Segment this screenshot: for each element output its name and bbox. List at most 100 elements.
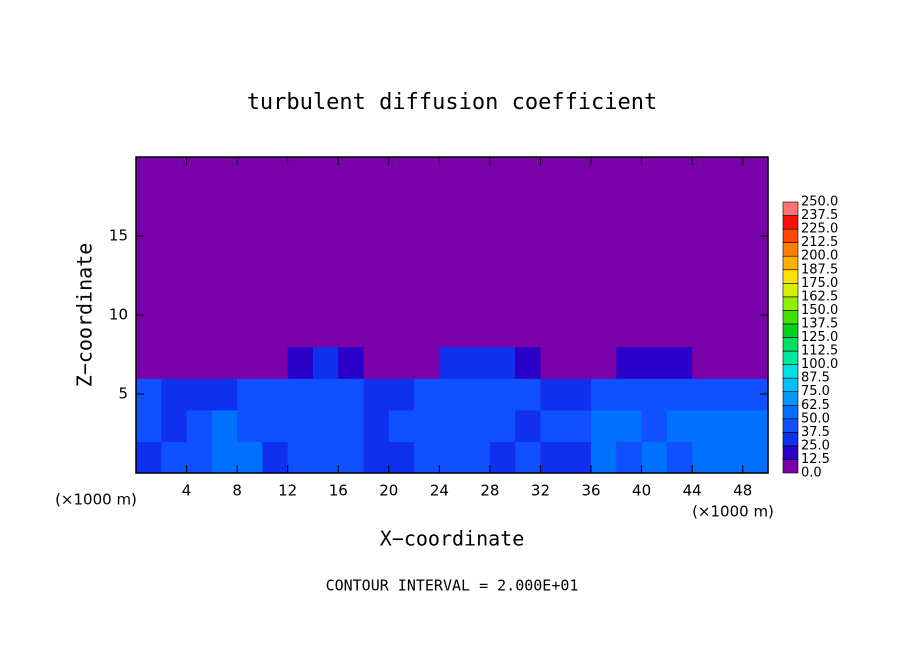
footnote: CONTOUR INTERVAL = 2.000E+01 — [326, 577, 579, 595]
field-cell — [312, 346, 339, 379]
field-cell — [439, 188, 466, 221]
field-cell — [287, 283, 314, 316]
colorbar-label: 0.0 — [801, 466, 822, 481]
field-cell — [363, 251, 390, 284]
colorbar-swatch — [782, 445, 799, 460]
field-cell — [287, 346, 314, 379]
field-cell — [717, 346, 744, 379]
x-tick-label: 4 — [182, 482, 192, 500]
field-cell — [338, 378, 365, 411]
field-cell — [388, 346, 415, 379]
field-cell — [262, 315, 289, 348]
field-cell — [464, 315, 491, 348]
field-cell — [338, 251, 365, 284]
field-cell — [641, 188, 668, 221]
field-cell — [363, 441, 390, 474]
field-cell — [515, 188, 542, 221]
field-cell — [565, 409, 592, 442]
field-cell — [641, 251, 668, 284]
field-cell — [692, 283, 719, 316]
field-cell — [464, 409, 491, 442]
field-cell — [641, 283, 668, 316]
field-cell — [616, 378, 643, 411]
field-cell — [439, 220, 466, 253]
field-cell — [489, 157, 516, 190]
field-cell — [464, 157, 491, 190]
field-cell — [363, 315, 390, 348]
field-cell — [666, 378, 693, 411]
field-cell — [161, 378, 188, 411]
colorbar-label: 162.5 — [801, 289, 838, 304]
field-cell — [338, 157, 365, 190]
field-cell — [742, 346, 769, 379]
field-cell — [439, 346, 466, 379]
colorbar-label: 125.0 — [801, 330, 838, 345]
field-cell — [211, 441, 238, 474]
colorbar-label: 150.0 — [801, 303, 838, 318]
field-cell — [287, 409, 314, 442]
colorbar-swatch — [782, 323, 799, 338]
field-cell — [515, 157, 542, 190]
colorbar-swatch — [782, 432, 799, 447]
field-cell — [489, 378, 516, 411]
field-cell — [616, 441, 643, 474]
field-cell — [641, 441, 668, 474]
field-cell — [262, 409, 289, 442]
colorbar-swatch — [782, 310, 799, 325]
colorbar-swatch — [782, 364, 799, 379]
field-cell — [161, 188, 188, 221]
field-cell — [161, 441, 188, 474]
colorbar-label: 25.0 — [801, 438, 830, 453]
field-cell — [489, 220, 516, 253]
field-cell — [414, 346, 440, 379]
field-cell — [312, 188, 339, 221]
field-cell — [388, 315, 415, 348]
field-cell — [338, 188, 365, 221]
field-cell — [666, 441, 693, 474]
field-cell — [237, 346, 263, 379]
field-cell — [161, 409, 188, 442]
x-tick-label: 48 — [733, 482, 752, 500]
field-cell — [414, 188, 440, 221]
field-cell — [363, 188, 390, 221]
colorbar-swatch — [782, 296, 799, 311]
field-cell — [211, 315, 238, 348]
field-cell — [489, 409, 516, 442]
field-cell — [312, 157, 339, 190]
field-cell — [742, 315, 769, 348]
field-cell — [742, 188, 769, 221]
field-cell — [237, 409, 263, 442]
field-cell — [616, 346, 643, 379]
field-cell — [211, 251, 238, 284]
chart-title: turbulent diffusion coefficient — [247, 90, 658, 115]
field-cell — [742, 251, 769, 284]
field-cell — [692, 378, 719, 411]
field-cell — [186, 409, 213, 442]
field-cell — [338, 409, 365, 442]
field-cell — [439, 251, 466, 284]
colorbar-swatch — [782, 377, 799, 392]
field-cell — [388, 283, 415, 316]
field-cell — [186, 157, 213, 190]
x-tick-label: 20 — [379, 482, 398, 500]
colorbar-swatch — [782, 228, 799, 243]
field-cell — [161, 251, 188, 284]
field-cell — [515, 315, 542, 348]
field-cell — [717, 220, 744, 253]
colorbar-swatch — [782, 418, 799, 433]
colorbar-label: 12.5 — [801, 452, 830, 467]
field-cell — [262, 378, 289, 411]
field-cell — [565, 188, 592, 221]
colorbar-label: 237.5 — [801, 208, 838, 223]
field-cell — [666, 409, 693, 442]
field-cell — [262, 283, 289, 316]
x-tick-label: 32 — [531, 482, 550, 500]
field-cell — [666, 220, 693, 253]
field-cell — [464, 220, 491, 253]
field-cell — [439, 315, 466, 348]
field-cell — [464, 283, 491, 316]
field-cell — [237, 283, 263, 316]
field-cell — [616, 251, 643, 284]
field-cell — [287, 188, 314, 221]
colorbar-label: 75.0 — [801, 384, 830, 399]
